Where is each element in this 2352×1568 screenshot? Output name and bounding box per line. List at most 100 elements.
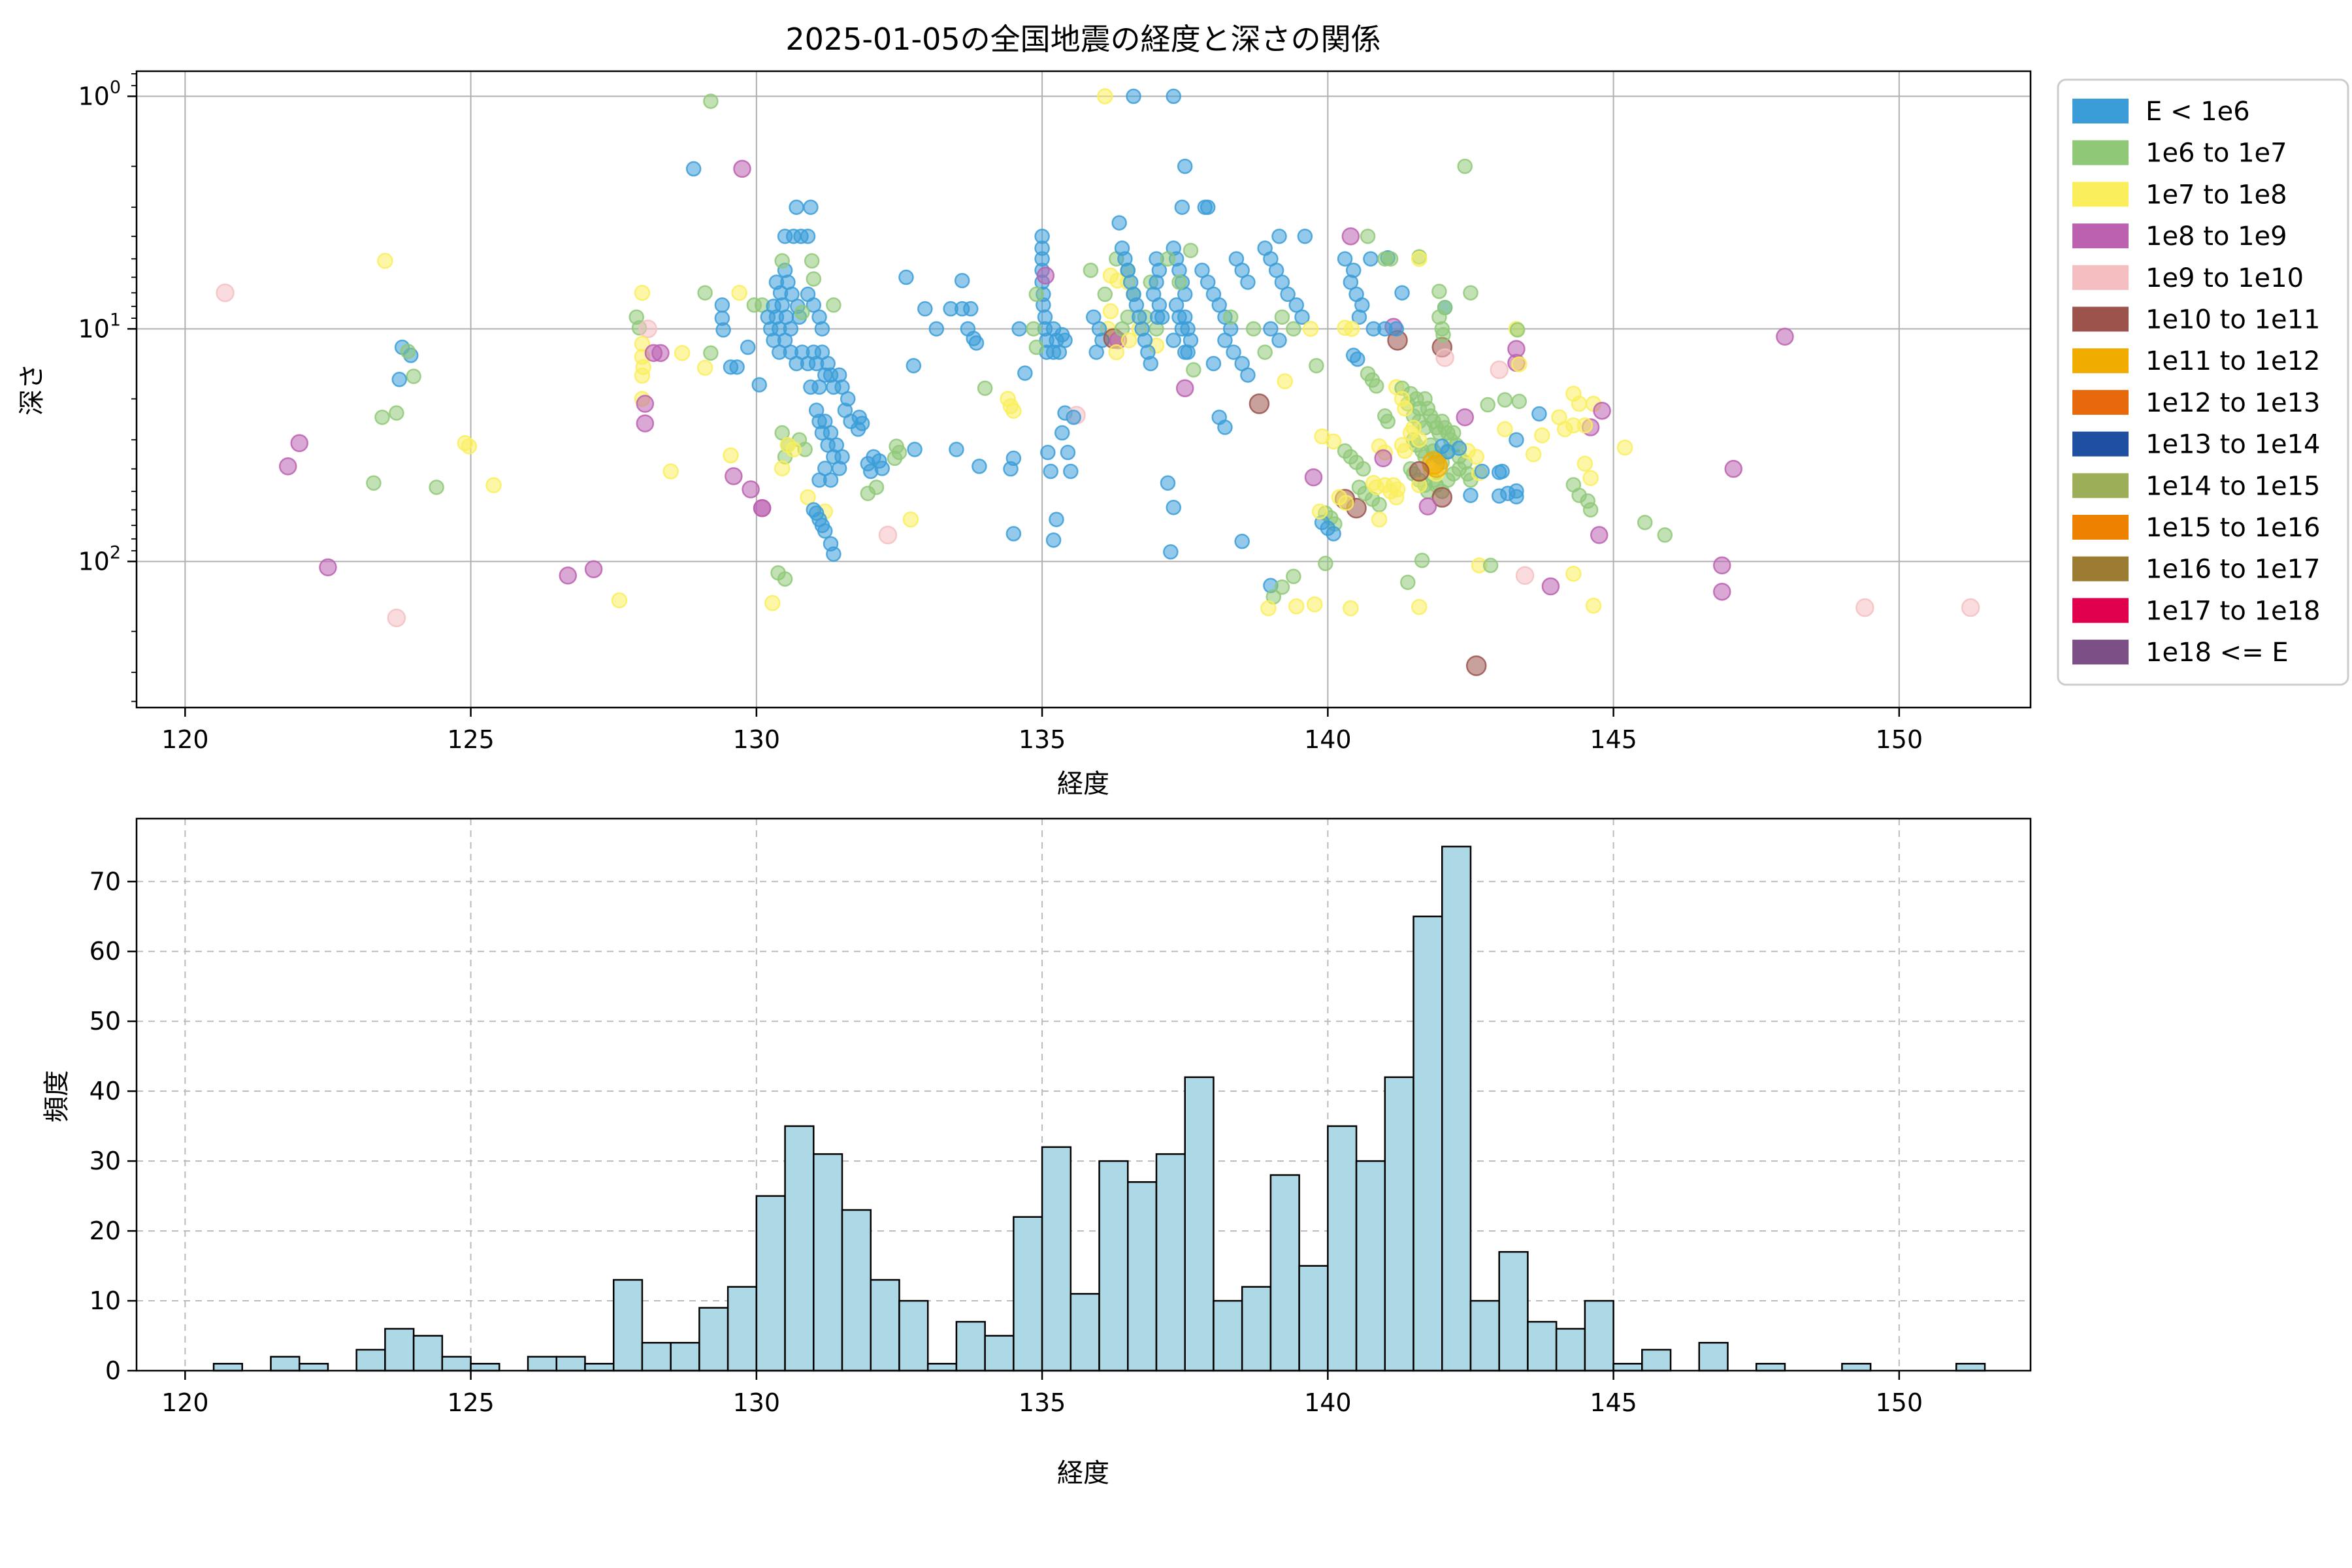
legend-item: 1e17 to 1e18 <box>2072 596 2321 626</box>
scatter-point <box>794 304 810 320</box>
scatter-point <box>697 285 713 301</box>
scatter-point <box>1026 321 1041 337</box>
scatter-point <box>1482 557 1499 574</box>
scatter-point <box>1160 475 1176 491</box>
scatter-point <box>1271 228 1287 244</box>
scatter-point <box>1211 409 1227 425</box>
scatter-point <box>406 368 421 384</box>
legend-label: 1e15 to 1e16 <box>2146 513 2321 543</box>
scatter-point <box>1411 431 1428 448</box>
legend-swatch <box>2072 473 2129 498</box>
scatter-point <box>784 286 800 302</box>
hist-y-tick-label: 40 <box>90 1077 121 1105</box>
scatter-point <box>1149 309 1166 325</box>
scatter-point <box>1274 579 1290 595</box>
legend-label: 1e8 to 1e9 <box>2146 221 2287 252</box>
histogram-bar <box>1070 1293 1100 1372</box>
legend-swatch <box>2072 265 2129 290</box>
histogram-bar <box>355 1348 386 1372</box>
histogram-plot: 120 125 130 135 140 145 150 0 10 20 30 40 50 60 70 <box>90 817 2032 1417</box>
scatter-point <box>1143 355 1159 372</box>
scatter-point <box>1097 88 1113 105</box>
scatter-point <box>1028 339 1045 355</box>
scatter-point <box>1388 489 1405 506</box>
scatter-point <box>1713 582 1731 601</box>
histogram-bar <box>1327 1125 1358 1372</box>
histogram-bar <box>470 1363 500 1372</box>
scatter-point <box>1585 597 1602 614</box>
scatter-point <box>1288 297 1305 313</box>
scatter-point <box>1280 286 1296 302</box>
scatter-point <box>1186 362 1201 378</box>
scatter-point <box>789 199 804 215</box>
scatter-point <box>834 449 850 465</box>
scatter-point <box>611 592 628 609</box>
scatter-point <box>685 161 702 177</box>
legend-item: 1e13 to 1e14 <box>2072 430 2321 460</box>
legend-label: 1e7 to 1e8 <box>2146 180 2287 210</box>
scatter-point <box>1160 251 1176 267</box>
hist-y-tick-label: 70 <box>90 867 121 896</box>
histogram-bar <box>1384 1076 1414 1372</box>
scatter-point <box>800 228 816 244</box>
scatter-point <box>1286 321 1301 337</box>
scatter-point <box>1411 250 1428 267</box>
scatter-point <box>1114 321 1130 337</box>
scatter-point <box>1177 286 1193 302</box>
scatter-point <box>1200 199 1216 215</box>
scatter-x-tick-label: 130 <box>733 725 781 754</box>
scatter-point <box>584 560 603 578</box>
histogram-bar <box>1555 1328 1586 1372</box>
legend-label: 1e13 to 1e14 <box>2146 430 2321 460</box>
scatter-point <box>751 377 767 393</box>
scatter-point <box>703 93 719 109</box>
scatter-point <box>1311 503 1328 520</box>
scatter-point <box>1277 373 1294 389</box>
scatter-point <box>1180 344 1196 360</box>
scatter-point <box>949 442 964 457</box>
scatter-point <box>1509 322 1526 338</box>
scatter-point <box>1063 463 1079 480</box>
histogram-bar <box>1184 1076 1215 1372</box>
scatter-point <box>1005 526 1022 542</box>
hist-x-tick-label: 150 <box>1876 1388 1923 1417</box>
legend-swatch <box>2072 640 2129 665</box>
scatter-y-tick-label: 102 <box>78 542 121 576</box>
scatter-point <box>774 253 790 269</box>
scatter-point <box>1377 251 1393 267</box>
scatter-point <box>216 283 235 302</box>
histogram-bar <box>870 1279 900 1372</box>
hist-x-tick-label: 120 <box>161 1388 209 1417</box>
scatter-point <box>1451 440 1467 456</box>
scatter-point <box>1368 378 1384 394</box>
hist-x-tick-label: 125 <box>447 1388 495 1417</box>
scatter-point <box>1297 228 1313 244</box>
scatter-point <box>733 159 751 178</box>
scatter-point <box>806 297 822 313</box>
histogram-y-axis-label: 頻度 <box>42 1070 72 1122</box>
scatter-plot: 120 125 130 135 140 145 150 100 101 102 <box>78 70 2032 754</box>
scatter-point <box>1371 511 1388 528</box>
scatter-point <box>1271 333 1287 348</box>
scatter-point <box>1414 553 1430 568</box>
scatter-point <box>651 344 670 363</box>
scatter-point <box>1108 344 1125 361</box>
scatter-point <box>1534 427 1550 444</box>
scatter-point <box>1431 284 1447 299</box>
scatter-point <box>1463 285 1478 301</box>
scatter-y-tick-label: 101 <box>78 310 121 343</box>
legend-swatch <box>2072 223 2129 249</box>
scatter-point <box>1474 463 1490 480</box>
scatter-point <box>715 322 731 338</box>
scatter-point <box>1463 487 1478 503</box>
histogram-bar <box>1755 1363 1786 1372</box>
legend-label: 1e10 to 1e11 <box>2146 305 2321 335</box>
scatter-y-axis-label: 深さ <box>17 363 47 416</box>
scatter-point <box>1057 333 1073 348</box>
scatter-point <box>1465 655 1487 676</box>
histogram-bar <box>1241 1286 1272 1372</box>
scatter-point <box>1226 344 1241 360</box>
scatter-point <box>1360 228 1376 244</box>
scatter-point <box>1166 88 1181 105</box>
scatter-point <box>1306 596 1323 613</box>
